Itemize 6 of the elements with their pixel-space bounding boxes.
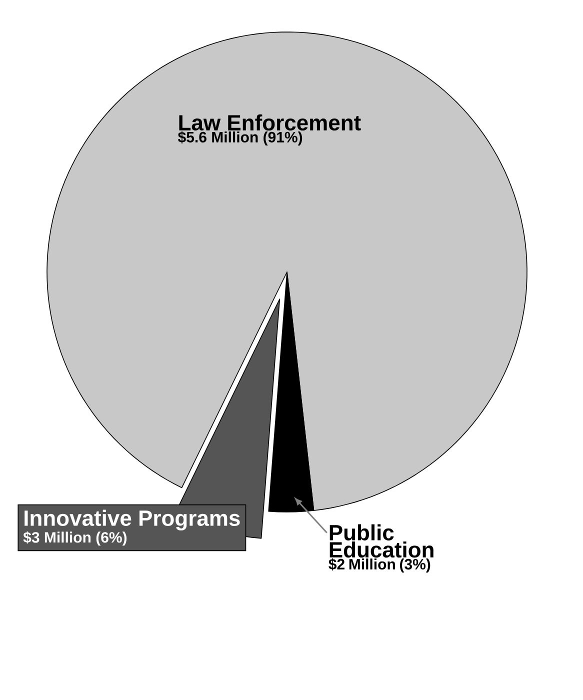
data-label: $5.6 Million (91%) [178, 131, 302, 146]
slice-label: Public Education [330, 524, 434, 558]
data-label: $2 Million (3%) [328, 558, 430, 573]
data-label: $3 Million (6%) [23, 531, 127, 546]
slice-label: Law Enforcement [179, 114, 361, 131]
slice-label: Innovative Programs [24, 510, 240, 530]
